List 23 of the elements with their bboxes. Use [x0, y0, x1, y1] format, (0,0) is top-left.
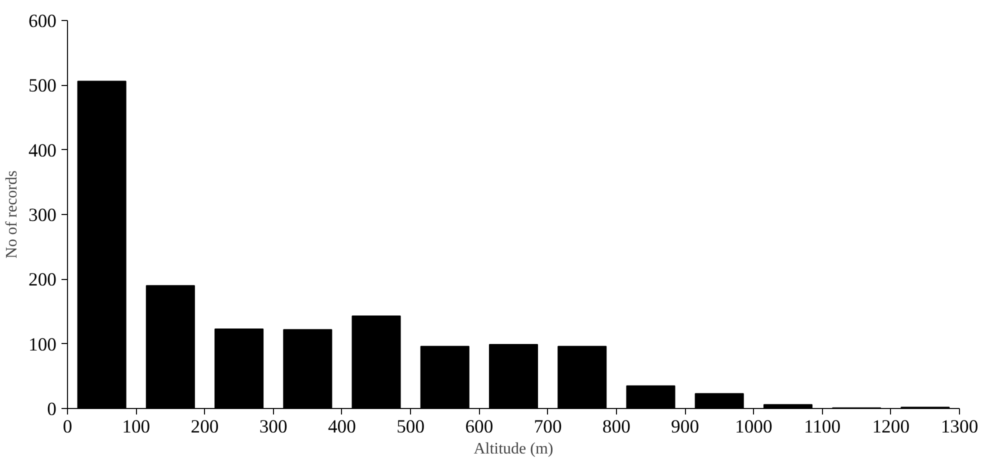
x-tick-label: 800: [602, 416, 630, 438]
x-axis-title: Altitude (m): [474, 440, 554, 458]
y-tick-label: 0: [47, 399, 56, 420]
x-tick-label: 100: [122, 416, 150, 438]
y-tick-label: 100: [28, 334, 56, 356]
x-tick-label: 700: [534, 416, 562, 438]
y-tick-label: 500: [28, 76, 56, 97]
y-tick-label: 400: [28, 140, 56, 162]
x-tick-label: 200: [190, 416, 219, 438]
x-tick-label: 900: [671, 416, 700, 438]
x-tick-label: 1100: [804, 416, 841, 438]
x-tick-label: 1200: [872, 416, 910, 438]
y-tick-label: 300: [28, 205, 56, 226]
x-tick-label: 500: [396, 416, 425, 438]
x-tick-label: 300: [259, 416, 288, 438]
y-tick-label: 600: [28, 11, 56, 32]
x-tick-label: 1000: [735, 416, 772, 438]
y-tick-label: 200: [28, 270, 56, 291]
x-tick-label: 400: [328, 416, 356, 438]
x-tick-label: 600: [465, 416, 494, 438]
x-tick-label: 1300: [940, 416, 978, 438]
x-tick-label: 0: [62, 416, 72, 438]
y-axis-title: No of records: [4, 170, 21, 258]
